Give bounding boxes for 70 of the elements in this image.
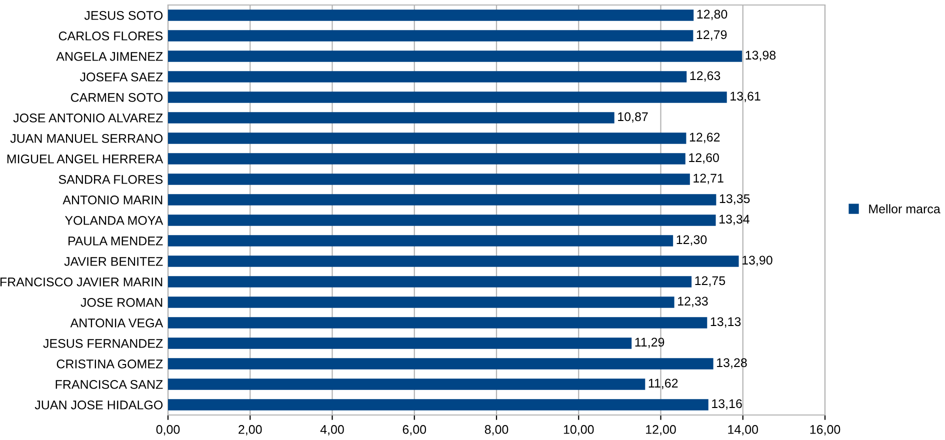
data-label: 12,79	[696, 30, 727, 41]
x-tick-label: 10,00	[564, 425, 594, 436]
data-label: 12,63	[690, 71, 720, 82]
y-tick-label: PAULA MENDEZ	[68, 236, 163, 246]
y-tick-label: ANGELA JIMENEZ	[56, 52, 163, 61]
y-tick-label: CARMEN SOTO	[70, 93, 163, 102]
data-label: 13,16	[712, 399, 742, 410]
bar	[168, 235, 674, 246]
x-tick-label: 6,00	[402, 425, 426, 436]
bar	[168, 174, 690, 185]
bar	[168, 153, 686, 164]
data-label: 13,28	[717, 358, 747, 369]
data-label: 11,62	[648, 378, 678, 390]
y-tick-label: JESUS SOTO	[84, 11, 163, 20]
y-tick-label: MIGUEL ANGEL HERRERA	[7, 154, 164, 164]
data-label: 12,71	[694, 174, 724, 184]
bar	[168, 317, 708, 328]
y-tick-label: JUAN JOSE HIDALGO	[34, 400, 163, 410]
legend-label: Mellor marca	[869, 204, 940, 214]
y-tick-label: JUAN MANUEL SERRANO	[10, 134, 163, 143]
y-tick-label: JOSE ROMAN	[80, 298, 162, 307]
y-tick-label: JAVIER BENITEZ	[64, 257, 163, 266]
y-tick-label: SANDRA FLORES	[58, 175, 163, 184]
y-tick-label: JESUS FERNANDEZ	[43, 339, 163, 348]
bar	[168, 132, 686, 144]
data-label: 13,13	[710, 317, 741, 328]
bar	[168, 194, 716, 206]
x-tick-label: 0,00	[156, 425, 180, 436]
bar	[168, 10, 694, 21]
y-tick-label: ANTONIO MARIN	[62, 196, 162, 204]
data-label: 13,35	[720, 194, 750, 205]
y-tick-label: CARLOS FLORES	[58, 32, 163, 40]
x-tick-label: 4,00	[320, 425, 344, 436]
data-label: 12,33	[678, 296, 708, 308]
y-tick-label: CRISTINA GOMEZ	[56, 360, 163, 368]
y-tick-label: JOSE ANTONIO ALVAREZ	[13, 114, 163, 122]
data-label: 12,62	[690, 132, 720, 144]
data-label: 12,30	[676, 235, 707, 246]
x-tick-label: 8,00	[484, 425, 508, 436]
bar	[168, 92, 727, 103]
bar	[168, 296, 674, 308]
data-label: 13,34	[720, 214, 750, 226]
bar	[168, 112, 614, 124]
data-label: 13,90	[742, 256, 772, 266]
y-tick-label: JOSEFA SAEZ	[80, 72, 163, 82]
y-tick-label: YOLANDA MOYA	[65, 216, 164, 225]
bar	[168, 358, 714, 370]
x-tick-label: 16,00	[810, 425, 840, 436]
bar	[168, 378, 646, 390]
bar	[168, 214, 716, 226]
data-label: 11,29	[635, 338, 664, 348]
data-label: 13,98	[746, 50, 776, 62]
bar	[168, 30, 694, 42]
data-label: 12,75	[695, 276, 726, 287]
bar	[168, 256, 739, 267]
data-label: 12,80	[697, 10, 728, 20]
bar	[168, 276, 692, 288]
y-tick-label: FRANCISCO JAVIER MARIN	[0, 278, 162, 286]
x-tick-label: 2,00	[238, 425, 262, 436]
bar	[168, 338, 632, 349]
data-label: 13,61	[730, 92, 760, 102]
bar	[168, 399, 708, 410]
data-label: 10,87	[618, 112, 648, 123]
y-tick-label: FRANCISCA SANZ	[56, 380, 163, 389]
bar	[168, 50, 742, 62]
data-label: 12,60	[689, 153, 719, 164]
x-tick-label: 14,00	[728, 425, 758, 436]
x-tick-label: 12,00	[646, 425, 676, 436]
bar	[168, 71, 687, 82]
y-tick-label: ANTONIA VEGA	[70, 318, 164, 328]
